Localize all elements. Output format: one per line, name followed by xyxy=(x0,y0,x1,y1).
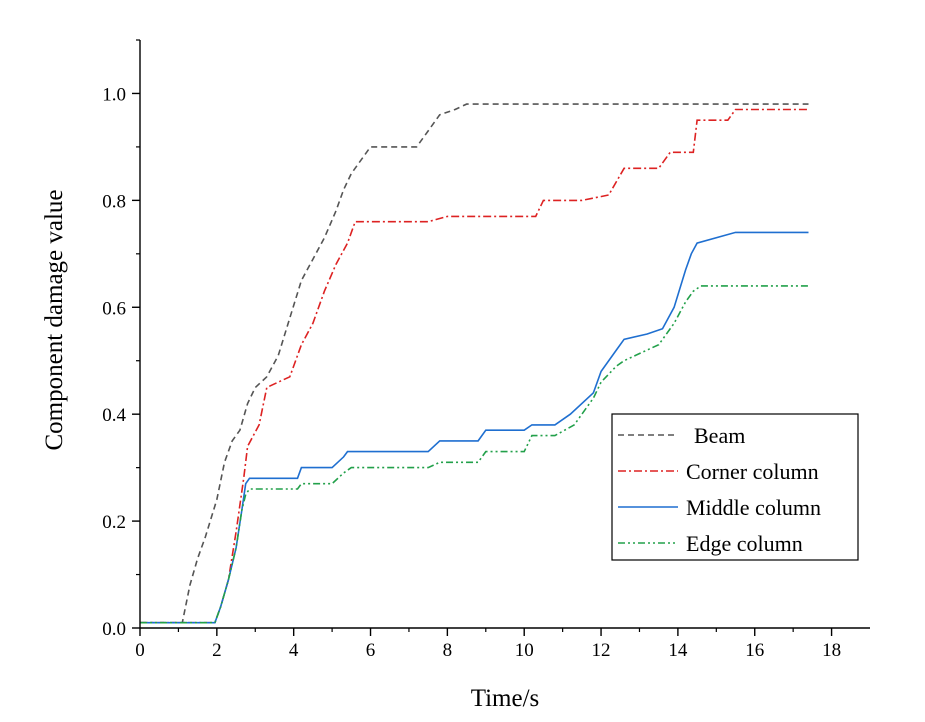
x-tick-label: 18 xyxy=(822,640,841,661)
x-tick-label: 14 xyxy=(668,640,688,661)
legend-label: Beam xyxy=(694,423,745,448)
series-line-3 xyxy=(140,285,809,624)
x-tick-label: 12 xyxy=(592,640,611,661)
legend-label: Corner column xyxy=(686,459,819,484)
x-tick-label: 4 xyxy=(289,640,299,661)
x-tick-label: 10 xyxy=(515,640,534,661)
legend-label: Middle column xyxy=(686,495,821,520)
axes: 0 2 4 6 8 10 12 14 16 18 0.0 0.2 0.4 0.6 0.8 1.0 xyxy=(102,39,870,661)
x-axis-title: Time/s xyxy=(471,685,540,712)
y-tick-label: 0.0 xyxy=(102,619,126,640)
x-tick-label: 2 xyxy=(212,640,222,661)
y-tick-label: 0.6 xyxy=(102,298,126,319)
series-line-0 xyxy=(140,103,809,624)
x-tick-label: 6 xyxy=(366,640,376,661)
y-tick-label: 0.4 xyxy=(102,405,126,426)
y-tick-label: 0.2 xyxy=(102,512,126,533)
series-line-1 xyxy=(140,108,809,624)
legend: Beam Corner column Middle column Edge colum… xyxy=(611,413,859,561)
y-tick-label: 1.0 xyxy=(102,84,126,105)
legend-box xyxy=(611,413,859,561)
legend-label: Edge column xyxy=(686,531,803,556)
x-tick-label: 16 xyxy=(745,640,764,661)
y-tick-label: 0.8 xyxy=(102,191,126,212)
series-line-2 xyxy=(140,231,809,624)
y-axis-title: Component damage value xyxy=(41,189,68,450)
x-tick-label: 8 xyxy=(443,640,453,661)
x-tick-label: 0 xyxy=(135,640,145,661)
plot-area xyxy=(140,103,809,624)
